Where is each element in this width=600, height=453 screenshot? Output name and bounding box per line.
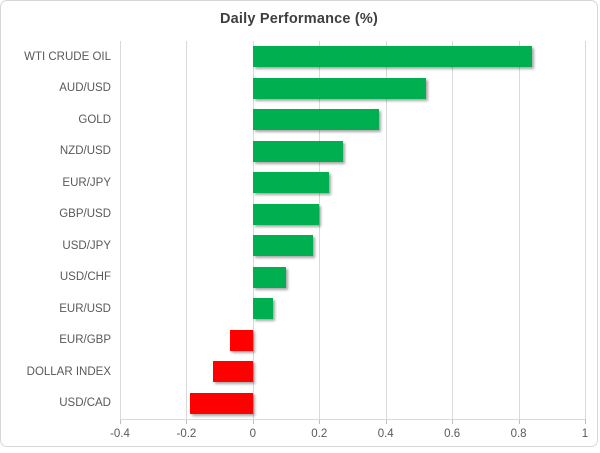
category-label: USD/CAD: [59, 397, 111, 410]
bar-eur-jpy: [252, 172, 330, 194]
x-axis-tick-label: -0.2: [176, 428, 197, 440]
category-label: USD/CHF: [59, 271, 111, 284]
category-label: WTI CRUDE OIL: [24, 50, 111, 63]
category-label: EUR/JPY: [62, 176, 111, 189]
category-label: DOLLAR INDEX: [26, 365, 111, 378]
gridline: [452, 41, 454, 419]
bar-usd-jpy: [252, 235, 313, 257]
category-label: GOLD: [78, 113, 111, 126]
category-label: USD/JPY: [62, 239, 111, 252]
axis-tick: [120, 419, 121, 424]
x-axis-tick-label: -0.4: [110, 428, 130, 440]
x-axis-line: [120, 419, 585, 420]
x-axis-tick-label: 0.6: [444, 428, 461, 440]
axis-tick: [252, 419, 254, 424]
bar-nzd-usd: [252, 140, 343, 162]
gridline: [120, 41, 121, 419]
category-label: GBP/USD: [59, 208, 111, 221]
x-axis-tick-label: 0: [249, 428, 257, 440]
axis-tick: [518, 419, 520, 424]
axis-tick: [385, 419, 387, 424]
axis-tick: [319, 419, 321, 424]
x-axis-tick-label: 0.4: [377, 428, 394, 440]
x-axis-tick-label: 0.2: [311, 428, 328, 440]
x-axis-tick-label: 0.8: [510, 428, 527, 440]
axis-tick: [585, 419, 586, 424]
gridline: [585, 41, 586, 419]
bar-dollar-index: [213, 361, 253, 383]
bar-eur-gbp: [229, 329, 253, 351]
bar-gbp-usd: [252, 203, 320, 225]
category-label: EUR/USD: [59, 302, 111, 315]
category-label: AUD/USD: [59, 82, 111, 95]
axis-tick: [186, 419, 188, 424]
bar-eur-usd: [252, 298, 273, 320]
bar-wti-crude-oil: [252, 46, 532, 68]
bar-usd-chf: [252, 266, 287, 288]
bar-aud-usd: [252, 77, 426, 99]
bar-gold: [252, 109, 380, 131]
gridline: [518, 41, 520, 419]
category-label: NZD/USD: [59, 145, 111, 158]
gridline: [319, 41, 321, 419]
gridline: [385, 41, 387, 419]
x-axis-tick-label: 1: [581, 428, 589, 440]
bar-usd-cad: [189, 392, 253, 414]
axis-tick: [452, 419, 454, 424]
category-label: EUR/GBP: [59, 334, 111, 347]
chart-title: Daily Performance (%): [219, 11, 379, 27]
gridline: [186, 41, 188, 419]
gridline: [252, 41, 254, 419]
